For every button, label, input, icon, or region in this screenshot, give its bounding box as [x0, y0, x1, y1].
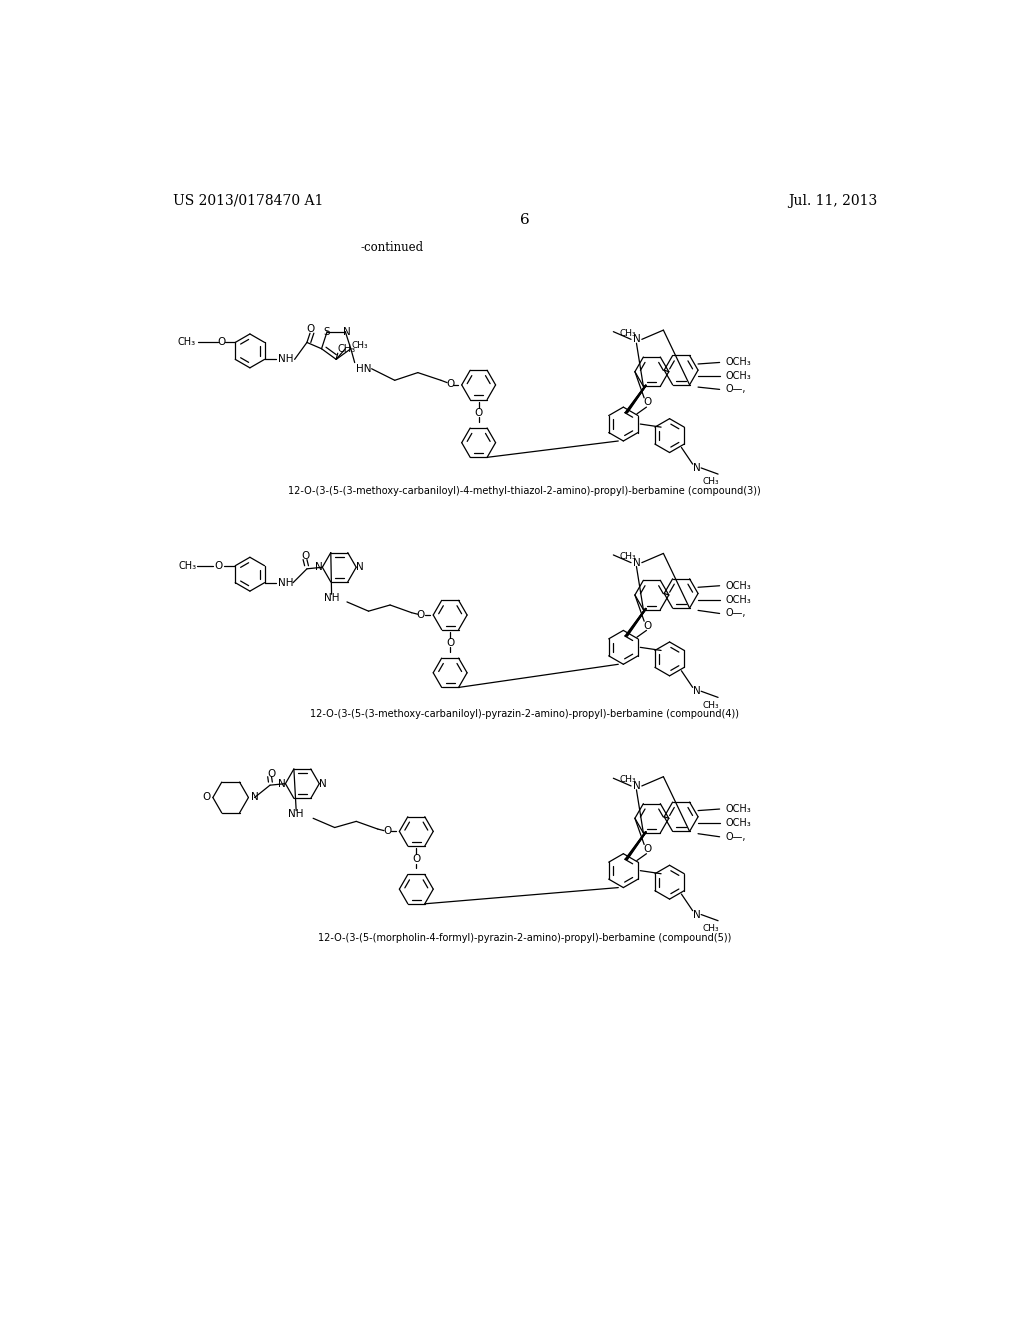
Text: Jul. 11, 2013: Jul. 11, 2013: [788, 194, 878, 207]
Text: S: S: [324, 326, 331, 337]
Text: O—,: O—,: [725, 609, 745, 619]
Text: O: O: [446, 379, 455, 389]
Text: -continued: -continued: [360, 242, 424, 255]
Text: N: N: [692, 686, 700, 696]
Text: OCH₃: OCH₃: [725, 818, 751, 828]
Text: O: O: [644, 397, 652, 408]
Text: OCH₃: OCH₃: [725, 594, 751, 605]
Text: 12-O-(3-(5-(3-methoxy-carbaniloyl)-4-methyl-thiazol-2-amino)-propyl)-berbamine (: 12-O-(3-(5-(3-methoxy-carbaniloyl)-4-met…: [289, 486, 761, 496]
Text: CH₃: CH₃: [620, 329, 636, 338]
Text: N: N: [319, 779, 327, 788]
Text: O: O: [446, 638, 455, 648]
Text: NH: NH: [278, 354, 293, 364]
Text: O—,: O—,: [725, 832, 745, 842]
Text: O: O: [644, 620, 652, 631]
Text: CH₃: CH₃: [702, 701, 719, 710]
Text: NH: NH: [278, 578, 293, 587]
Text: OCH₃: OCH₃: [725, 804, 751, 814]
Text: O: O: [383, 826, 391, 837]
Text: N: N: [314, 562, 323, 573]
Text: O: O: [417, 610, 425, 620]
Text: N: N: [356, 562, 364, 573]
Text: CH₃: CH₃: [620, 775, 636, 784]
Text: 12-O-(3-(5-(morpholin-4-formyl)-pyrazin-2-amino)-propyl)-berbamine (compound(5)): 12-O-(3-(5-(morpholin-4-formyl)-pyrazin-…: [318, 933, 731, 942]
Text: OCH₃: OCH₃: [725, 581, 751, 591]
Text: N: N: [633, 781, 640, 791]
Text: O: O: [301, 552, 309, 561]
Text: CH₃: CH₃: [351, 341, 369, 350]
Text: O: O: [306, 323, 315, 334]
Text: N: N: [692, 909, 700, 920]
Text: O: O: [413, 854, 421, 865]
Text: US 2013/0178470 A1: US 2013/0178470 A1: [173, 194, 324, 207]
Text: O: O: [644, 843, 652, 854]
Text: OCH₃: OCH₃: [725, 371, 751, 381]
Text: O: O: [214, 561, 222, 570]
Text: CH₃: CH₃: [178, 338, 196, 347]
Text: NH: NH: [289, 809, 304, 820]
Text: O: O: [217, 338, 225, 347]
Text: N: N: [278, 779, 286, 788]
Text: 6: 6: [520, 213, 529, 227]
Text: CH₃: CH₃: [702, 924, 719, 933]
Text: O: O: [267, 770, 275, 779]
Text: O: O: [203, 792, 211, 803]
Text: NH: NH: [324, 593, 339, 603]
Text: OCH₃: OCH₃: [725, 358, 751, 367]
Text: N: N: [343, 326, 350, 337]
Text: O: O: [474, 408, 482, 417]
Text: CH₃: CH₃: [178, 561, 197, 570]
Text: CH₃: CH₃: [338, 343, 356, 354]
Text: HN: HN: [356, 364, 372, 374]
Text: O—,: O—,: [725, 384, 745, 395]
Text: 12-O-(3-(5-(3-methoxy-carbaniloyl)-pyrazin-2-amino)-propyl)-berbamine (compound(: 12-O-(3-(5-(3-methoxy-carbaniloyl)-pyraz…: [310, 709, 739, 719]
Text: N: N: [633, 334, 640, 345]
Text: CH₃: CH₃: [702, 478, 719, 486]
Text: N: N: [251, 792, 258, 803]
Text: N: N: [633, 557, 640, 568]
Text: N: N: [692, 463, 700, 473]
Text: CH₃: CH₃: [620, 552, 636, 561]
